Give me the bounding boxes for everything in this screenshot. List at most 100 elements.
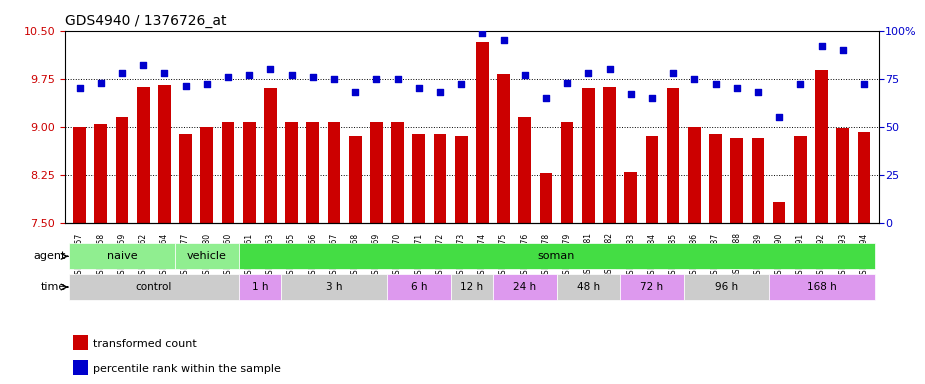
Point: [750, 89, 765, 95]
Bar: [116, 117, 129, 223]
Bar: [370, 122, 383, 223]
Text: vehicle: vehicle: [187, 251, 227, 262]
Text: 24 h: 24 h: [513, 282, 536, 292]
Text: 168 h: 168 h: [807, 282, 836, 292]
Bar: [772, 202, 785, 223]
Point: [412, 85, 426, 91]
Point: [835, 47, 850, 53]
Bar: [264, 88, 277, 223]
Bar: [137, 87, 150, 223]
Bar: [434, 134, 446, 223]
Text: 1 h: 1 h: [252, 282, 268, 292]
Point: [729, 85, 744, 91]
Point: [645, 95, 660, 101]
Point: [72, 85, 87, 91]
Bar: [815, 70, 828, 223]
Bar: [794, 136, 807, 223]
Bar: [476, 41, 488, 223]
Point: [687, 76, 702, 82]
Bar: [561, 122, 574, 223]
Text: 48 h: 48 h: [577, 282, 600, 292]
Bar: [688, 127, 700, 223]
Point: [454, 81, 469, 88]
Text: time: time: [41, 282, 66, 292]
Point: [623, 91, 638, 97]
Point: [814, 43, 829, 49]
Bar: [222, 122, 234, 223]
Point: [709, 81, 723, 88]
FancyBboxPatch shape: [69, 243, 175, 269]
FancyBboxPatch shape: [493, 274, 557, 300]
Point: [793, 81, 808, 88]
Point: [560, 79, 574, 86]
Text: GDS4940 / 1376726_at: GDS4940 / 1376726_at: [65, 14, 227, 28]
Bar: [94, 124, 107, 223]
Bar: [539, 173, 552, 223]
FancyBboxPatch shape: [684, 274, 769, 300]
Bar: [73, 360, 88, 375]
Point: [666, 70, 681, 76]
Point: [475, 30, 489, 36]
Bar: [179, 134, 192, 223]
Point: [200, 81, 215, 88]
Point: [581, 70, 596, 76]
Point: [602, 66, 617, 72]
Text: 96 h: 96 h: [714, 282, 737, 292]
FancyBboxPatch shape: [450, 274, 493, 300]
Point: [136, 62, 151, 68]
Text: control: control: [136, 282, 172, 292]
FancyBboxPatch shape: [557, 274, 620, 300]
Text: 72 h: 72 h: [640, 282, 663, 292]
Bar: [201, 127, 213, 223]
Bar: [455, 136, 467, 223]
FancyBboxPatch shape: [239, 243, 874, 269]
Point: [517, 72, 532, 78]
Bar: [285, 122, 298, 223]
Bar: [857, 132, 870, 223]
Text: 6 h: 6 h: [411, 282, 427, 292]
Point: [771, 114, 786, 120]
Bar: [73, 335, 88, 350]
Point: [496, 37, 511, 43]
FancyBboxPatch shape: [769, 274, 874, 300]
Text: agent: agent: [33, 251, 66, 262]
Point: [115, 70, 130, 76]
Point: [433, 89, 448, 95]
Bar: [327, 122, 340, 223]
Point: [220, 74, 235, 80]
Bar: [731, 137, 743, 223]
Text: transformed count: transformed count: [93, 339, 197, 349]
Point: [369, 76, 384, 82]
Text: percentile rank within the sample: percentile rank within the sample: [93, 364, 281, 374]
Bar: [497, 74, 510, 223]
Text: naive: naive: [106, 251, 137, 262]
Bar: [73, 127, 86, 223]
Bar: [646, 136, 659, 223]
Point: [538, 95, 553, 101]
Bar: [391, 122, 404, 223]
Bar: [751, 137, 764, 223]
Bar: [242, 122, 255, 223]
FancyBboxPatch shape: [620, 274, 684, 300]
Bar: [624, 172, 637, 223]
Bar: [518, 117, 531, 223]
Point: [857, 81, 871, 88]
Point: [241, 72, 256, 78]
Bar: [582, 88, 595, 223]
Point: [93, 79, 108, 86]
Bar: [667, 88, 680, 223]
Bar: [603, 87, 616, 223]
Point: [327, 76, 341, 82]
Point: [263, 66, 278, 72]
Bar: [709, 134, 722, 223]
FancyBboxPatch shape: [175, 243, 239, 269]
Text: soman: soman: [537, 251, 575, 262]
FancyBboxPatch shape: [281, 274, 387, 300]
Bar: [836, 128, 849, 223]
Text: 3 h: 3 h: [326, 282, 342, 292]
Text: 12 h: 12 h: [461, 282, 483, 292]
Point: [305, 74, 320, 80]
Point: [157, 70, 172, 76]
Point: [390, 76, 405, 82]
Point: [179, 83, 193, 89]
